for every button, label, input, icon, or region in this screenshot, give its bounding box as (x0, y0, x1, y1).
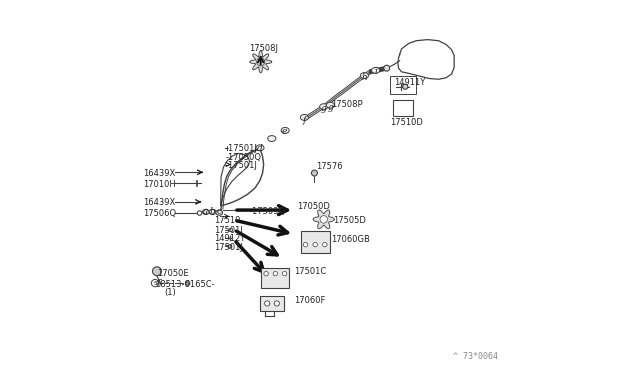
Ellipse shape (256, 145, 264, 151)
Ellipse shape (281, 128, 289, 134)
Text: d: d (257, 144, 263, 153)
Circle shape (273, 272, 278, 276)
Text: 17501C: 17501C (294, 267, 326, 276)
Text: 14912Y: 14912Y (214, 234, 246, 243)
Text: -17050Q: -17050Q (225, 153, 262, 161)
Circle shape (274, 301, 280, 306)
Ellipse shape (202, 209, 209, 215)
Text: -17501J: -17501J (225, 161, 257, 170)
Bar (301, 231, 330, 253)
Text: c: c (217, 208, 221, 217)
Circle shape (152, 267, 161, 276)
Circle shape (264, 272, 268, 276)
Bar (229, 228, 232, 231)
Text: f: f (303, 116, 306, 125)
Circle shape (384, 65, 390, 71)
Ellipse shape (268, 136, 276, 141)
Text: a: a (202, 207, 208, 216)
Text: 16439X: 16439X (143, 198, 175, 207)
Bar (390, 76, 415, 94)
Text: 17050D: 17050D (297, 202, 330, 211)
Text: 17010H: 17010H (143, 180, 175, 189)
Text: g: g (328, 103, 333, 112)
Text: 17508P: 17508P (331, 100, 363, 109)
Ellipse shape (300, 115, 308, 121)
Text: ^ 73*0064: ^ 73*0064 (453, 352, 498, 361)
Circle shape (264, 301, 270, 306)
Text: b: b (210, 207, 216, 216)
Ellipse shape (319, 104, 328, 110)
Text: 17510: 17510 (214, 216, 241, 225)
Bar (392, 100, 413, 116)
Ellipse shape (209, 209, 216, 215)
Text: 16439X: 16439X (143, 169, 175, 177)
Circle shape (282, 272, 287, 276)
Text: g: g (321, 105, 326, 113)
Text: 17060GB: 17060GB (331, 235, 370, 244)
Text: 17510D: 17510D (390, 118, 423, 127)
Circle shape (228, 244, 232, 248)
Polygon shape (250, 51, 272, 73)
Text: 17060F: 17060F (294, 296, 325, 305)
Text: -17509Q: -17509Q (250, 208, 285, 217)
Polygon shape (313, 210, 334, 229)
Ellipse shape (216, 210, 223, 215)
Text: 17576: 17576 (316, 162, 343, 171)
Circle shape (312, 170, 317, 176)
Text: 17508J: 17508J (250, 44, 278, 53)
Circle shape (323, 243, 327, 247)
Circle shape (303, 243, 308, 247)
Ellipse shape (360, 73, 369, 78)
Ellipse shape (371, 67, 380, 73)
Text: h: h (362, 73, 367, 82)
Circle shape (313, 243, 317, 247)
Circle shape (197, 211, 202, 215)
Text: -17501J: -17501J (225, 144, 257, 153)
Text: 17501J: 17501J (214, 243, 243, 251)
Text: 14911Y: 14911Y (394, 78, 426, 87)
Text: 17505D: 17505D (333, 216, 366, 225)
Text: 08513-6165C-: 08513-6165C- (155, 280, 214, 289)
Circle shape (403, 84, 408, 89)
Bar (262, 267, 289, 288)
Text: 17501J: 17501J (214, 226, 243, 235)
Text: 17050E: 17050E (157, 269, 189, 278)
Circle shape (186, 281, 190, 285)
Bar (260, 296, 284, 311)
Text: (1): (1) (164, 288, 176, 297)
Text: i: i (374, 67, 377, 76)
Text: e: e (282, 126, 287, 136)
Circle shape (320, 216, 328, 223)
Ellipse shape (326, 102, 335, 108)
Text: S: S (153, 280, 157, 286)
Text: 17506Q: 17506Q (143, 209, 176, 218)
